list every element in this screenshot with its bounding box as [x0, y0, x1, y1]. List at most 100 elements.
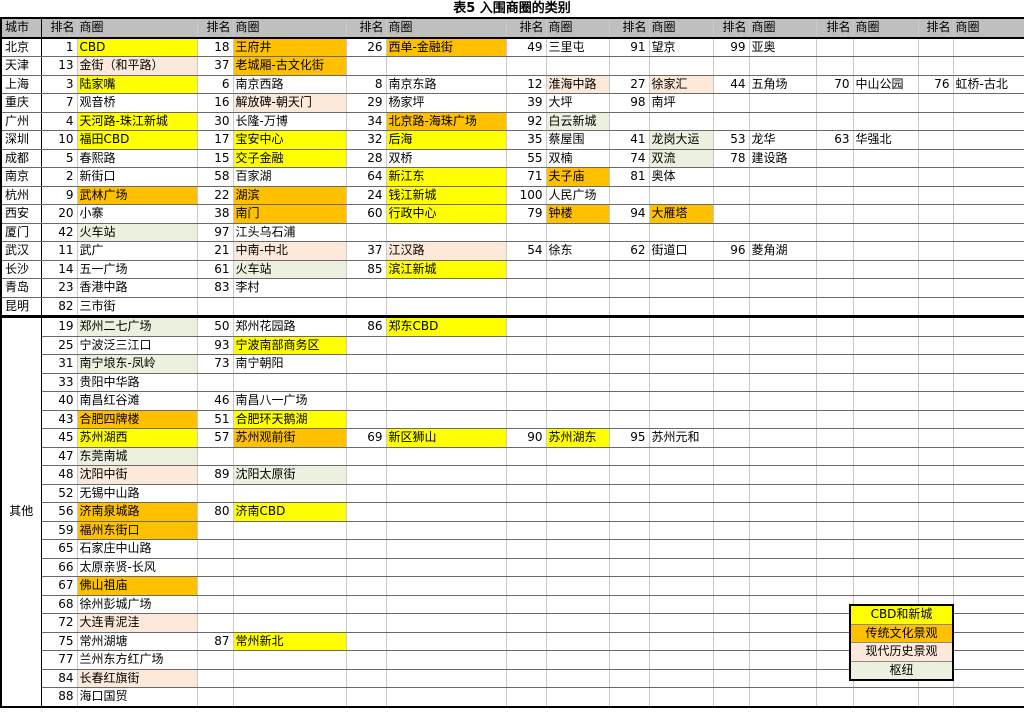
district-cell[interactable]: [546, 373, 610, 392]
district-cell[interactable]: [386, 297, 507, 318]
district-cell[interactable]: [233, 447, 347, 466]
district-cell[interactable]: 郑东CBD: [386, 316, 507, 337]
rank-cell[interactable]: [918, 465, 954, 485]
district-cell[interactable]: [649, 391, 714, 411]
rank-cell[interactable]: [816, 354, 854, 374]
district-cell[interactable]: [853, 167, 919, 187]
rank-cell[interactable]: 82: [41, 297, 78, 318]
rank-cell[interactable]: 99: [713, 37, 750, 57]
district-cell[interactable]: 海口国贸: [77, 687, 198, 708]
rank-cell[interactable]: 23: [41, 278, 78, 298]
rank-cell[interactable]: [713, 354, 750, 374]
city-cell[interactable]: 西安: [1, 204, 42, 224]
rank-cell[interactable]: 80: [197, 502, 234, 522]
rank-cell[interactable]: 27: [609, 75, 650, 94]
district-cell[interactable]: 三里屯: [546, 37, 610, 57]
rank-cell[interactable]: [609, 521, 650, 540]
rank-cell[interactable]: [918, 410, 954, 429]
rank-cell[interactable]: 50: [197, 316, 234, 337]
rank-cell[interactable]: 18: [197, 37, 234, 57]
district-cell[interactable]: 后海: [386, 130, 507, 150]
rank-cell[interactable]: [713, 336, 750, 355]
district-cell[interactable]: [853, 260, 919, 279]
rank-cell[interactable]: [506, 354, 547, 374]
rank-cell[interactable]: 52: [41, 484, 78, 503]
district-cell[interactable]: 宁波泛三江口: [77, 336, 198, 355]
district-cell[interactable]: [649, 576, 714, 596]
rank-cell[interactable]: 3: [41, 75, 78, 94]
district-cell[interactable]: [749, 278, 817, 298]
district-cell[interactable]: 新街口: [77, 167, 198, 187]
district-cell[interactable]: 奥体: [649, 167, 714, 187]
district-cell[interactable]: 大雁塔: [649, 204, 714, 224]
city-cell[interactable]: 青岛: [1, 278, 42, 298]
district-cell[interactable]: 合肥环天鹅湖: [233, 410, 347, 429]
column-header-district[interactable]: 商圈: [853, 17, 919, 39]
district-cell[interactable]: [386, 373, 507, 392]
district-cell[interactable]: [386, 223, 507, 242]
rank-cell[interactable]: [816, 558, 854, 577]
rank-cell[interactable]: 51: [197, 410, 234, 429]
rank-cell[interactable]: [816, 632, 854, 651]
rank-cell[interactable]: 81: [609, 167, 650, 187]
district-cell[interactable]: 双流: [649, 149, 714, 168]
district-cell[interactable]: 沈阳太原街: [233, 465, 347, 485]
district-cell[interactable]: 苏州湖东: [546, 428, 610, 448]
rank-cell[interactable]: [346, 595, 387, 614]
district-cell[interactable]: [853, 297, 919, 318]
rank-cell[interactable]: [713, 465, 750, 485]
rank-cell[interactable]: [197, 613, 234, 633]
rank-cell[interactable]: [918, 502, 954, 522]
rank-cell[interactable]: [816, 650, 854, 670]
rank-cell[interactable]: [816, 223, 854, 242]
rank-cell[interactable]: 56: [41, 502, 78, 522]
column-header-district[interactable]: 商圈: [749, 17, 817, 39]
district-cell[interactable]: 石家庄中山路: [77, 539, 198, 559]
rank-cell[interactable]: 7: [41, 93, 78, 113]
district-cell[interactable]: [233, 539, 347, 559]
rank-cell[interactable]: 54: [506, 241, 547, 261]
district-cell[interactable]: [546, 595, 610, 614]
rank-cell[interactable]: [506, 391, 547, 411]
district-cell[interactable]: [853, 576, 919, 596]
rank-cell[interactable]: 6: [197, 75, 234, 94]
district-cell[interactable]: [953, 56, 1024, 76]
rank-cell[interactable]: 96: [713, 241, 750, 261]
district-cell[interactable]: 亚奥: [749, 37, 817, 57]
rank-cell[interactable]: [346, 484, 387, 503]
district-cell[interactable]: 观音桥: [77, 93, 198, 113]
district-cell[interactable]: [546, 410, 610, 429]
rank-cell[interactable]: [506, 484, 547, 503]
column-header-district[interactable]: 商圈: [77, 17, 198, 39]
district-cell[interactable]: 钱江新城: [386, 186, 507, 205]
rank-cell[interactable]: 65: [41, 539, 78, 559]
rank-cell[interactable]: [609, 558, 650, 577]
rank-cell[interactable]: [918, 539, 954, 559]
rank-cell[interactable]: [816, 410, 854, 429]
district-cell[interactable]: [749, 521, 817, 540]
rank-cell[interactable]: [346, 632, 387, 651]
rank-cell[interactable]: [346, 336, 387, 355]
column-header-rank[interactable]: 排名: [506, 17, 547, 39]
rank-cell[interactable]: 43: [41, 410, 78, 429]
district-cell[interactable]: 合肥四牌楼: [77, 410, 198, 429]
rank-cell[interactable]: [713, 93, 750, 113]
district-cell[interactable]: [853, 558, 919, 577]
district-cell[interactable]: [853, 186, 919, 205]
district-cell[interactable]: [233, 576, 347, 596]
district-cell[interactable]: [853, 204, 919, 224]
district-cell[interactable]: [853, 428, 919, 448]
rank-cell[interactable]: [506, 576, 547, 596]
rank-cell[interactable]: 68: [41, 595, 78, 614]
legend-item[interactable]: CBD和新城: [851, 606, 952, 625]
district-cell[interactable]: 宝安中心: [233, 130, 347, 150]
rank-cell[interactable]: [816, 539, 854, 559]
rank-cell[interactable]: [609, 595, 650, 614]
district-cell[interactable]: 徐东: [546, 241, 610, 261]
district-cell[interactable]: 火车站: [77, 223, 198, 242]
rank-cell[interactable]: [609, 186, 650, 205]
rank-cell[interactable]: [713, 539, 750, 559]
rank-cell[interactable]: [609, 687, 650, 708]
district-cell[interactable]: [953, 316, 1024, 337]
district-cell[interactable]: [386, 410, 507, 429]
